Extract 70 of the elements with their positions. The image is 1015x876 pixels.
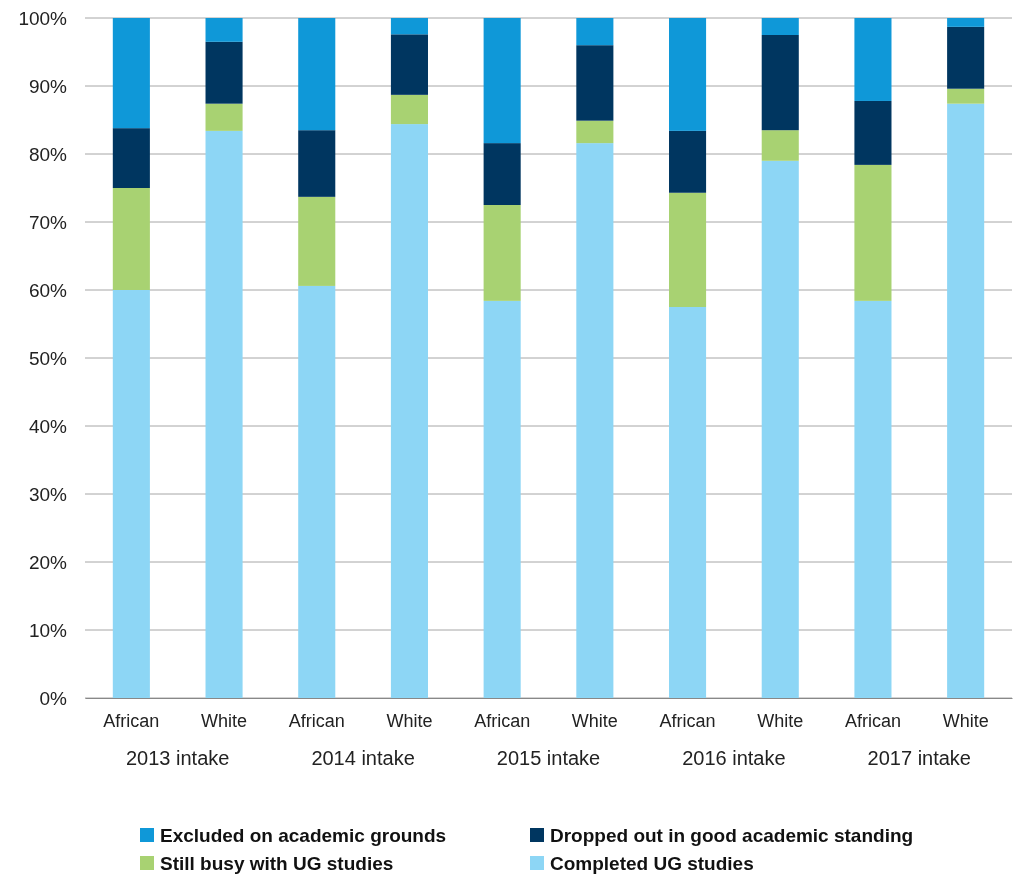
bar: [669, 192, 707, 307]
y-tick-label: 60%: [28, 279, 68, 301]
y-tick-label: 70%: [28, 211, 68, 233]
bar: [298, 130, 336, 197]
bar: [669, 307, 707, 698]
text: 2016 intake: [682, 747, 786, 769]
y-tick-label: 90%: [28, 75, 68, 97]
text: 2017 intake: [867, 747, 972, 769]
legend-label: Excluded on academic grounds: [160, 825, 447, 846]
bar: [205, 41, 243, 104]
legend-label: Dropped out in good academic standing: [550, 825, 914, 846]
bar: [947, 88, 985, 104]
bar: [483, 143, 521, 205]
bar: [947, 103, 985, 698]
bar: [854, 100, 892, 165]
x-tick-label: White: [386, 710, 433, 731]
bar: [761, 35, 799, 131]
bar: [854, 18, 892, 101]
bar: [112, 188, 150, 290]
x-tick-label: African: [844, 710, 901, 731]
bar: [390, 34, 428, 95]
bar: [298, 18, 336, 131]
legend-label: Still busy with UG studies: [160, 853, 394, 874]
bar: [390, 124, 428, 698]
bar: [576, 45, 614, 121]
y-tick-label: 0%: [39, 687, 68, 709]
x-tick-label: White: [201, 710, 248, 731]
y-tick-label: 50%: [28, 347, 68, 369]
x-tick-label: African: [103, 710, 160, 731]
y-tick-label: 40%: [28, 415, 68, 437]
text: 2014 intake: [311, 747, 415, 769]
x-tick-label: White: [571, 710, 618, 731]
bar: [576, 143, 614, 698]
y-tick-label: 30%: [28, 483, 68, 505]
bar: [112, 18, 150, 129]
x-tick-label: African: [659, 710, 716, 731]
bar: [205, 130, 243, 698]
bar: [112, 290, 150, 698]
x-tick-label: White: [942, 710, 989, 731]
x-tick-label: African: [474, 710, 531, 731]
bar: [205, 103, 243, 131]
bar: [298, 285, 336, 698]
bar: [947, 18, 985, 27]
bar: [576, 120, 614, 144]
bar: [761, 160, 799, 698]
bar: [854, 164, 892, 301]
bar: [854, 300, 892, 698]
y-tick-label: 80%: [28, 143, 68, 165]
bar: [761, 130, 799, 161]
text: 2015 intake: [496, 747, 601, 769]
bar: [112, 128, 150, 188]
y-tick-label: 100%: [18, 7, 68, 29]
bar: [483, 300, 521, 698]
text: 2013 intake: [125, 747, 230, 769]
bar: [483, 205, 521, 301]
y-tick-label: 20%: [28, 551, 68, 573]
bar: [390, 18, 428, 35]
bar: [205, 18, 243, 42]
bar: [669, 130, 707, 193]
x-tick-label: White: [757, 710, 804, 731]
x-tick-label: African: [288, 710, 345, 731]
legend-label: Completed UG studies: [550, 853, 754, 874]
bar: [390, 94, 428, 125]
bar: [947, 26, 985, 89]
bar: [483, 18, 521, 144]
bar: [761, 18, 799, 35]
y-tick-label: 10%: [28, 619, 68, 641]
bar: [576, 18, 614, 46]
bar: [298, 196, 336, 286]
bar: [669, 18, 707, 131]
